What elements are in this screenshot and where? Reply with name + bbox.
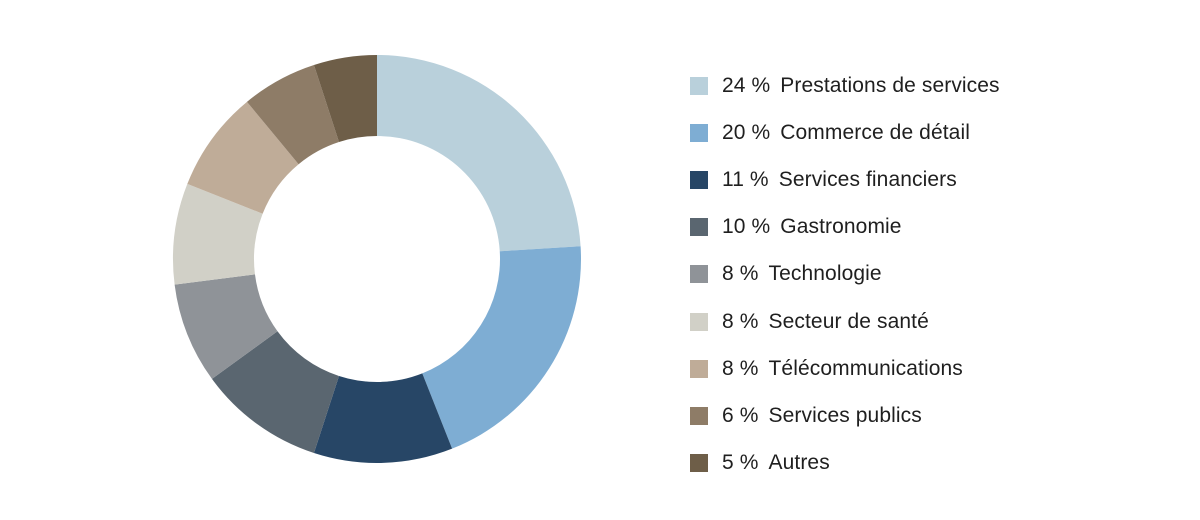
donut-plot [173,55,582,464]
legend-item: 20 % Commerce de détail [690,109,1000,156]
donut-slice-3 [211,331,339,454]
donut-slice-2 [313,373,453,464]
legend-item: 5 % Autres [690,440,1000,487]
legend-label: 10 % Gastronomie [722,215,902,239]
legend-swatch [690,123,708,142]
legend-swatch [690,170,708,189]
legend-percent: 6 % [722,403,759,427]
legend-label: 6 % Services publics [722,404,922,428]
donut-slice-1 [422,246,582,449]
legend-label: 11 % Services financiers [722,168,957,192]
legend-category: Services financiers [778,167,957,191]
legend-category: Technologie [768,262,882,286]
legend-item: 24 % Prestations de services [690,62,1000,109]
legend-label: 8 % Secteur de santé [722,310,929,334]
donut-slice-8 [313,55,377,143]
legend-item: 8 % Télécommunications [690,345,1000,392]
legend-item: 10 % Gastronomie [690,204,1000,251]
legend-swatch [690,76,708,95]
legend-category: Télécommunications [768,356,963,380]
donut-slice-5 [173,183,263,285]
legend-percent: 5 % [722,451,759,475]
legend-category: Commerce de détail [780,120,970,144]
legend-label: 8 % Technologie [722,262,882,286]
legend-swatch [690,312,708,331]
legend-item: 8 % Secteur de santé [690,298,1000,345]
legend-swatch [690,359,708,378]
legend-percent: 20 % [722,120,771,144]
legend-item: 8 % Technologie [690,251,1000,298]
donut-slice-7 [246,64,339,165]
legend-label: 5 % Autres [722,451,830,475]
legend-category: Gastronomie [780,215,902,239]
legend-item: 6 % Services publics [690,392,1000,439]
legend-swatch [690,454,708,473]
legend-category: Services publics [768,403,922,427]
legend-percent: 8 % [722,262,759,286]
legend-label: 20 % Commerce de détail [722,121,970,145]
legend-category: Autres [768,451,830,475]
legend-swatch [690,218,708,237]
legend-label: 8 % Télécommunications [722,357,963,381]
legend-category: Secteur de santé [768,309,929,333]
legend-item: 11 % Services financiers [690,156,1000,203]
legend-percent: 11 % [722,167,769,191]
legend-swatch [690,406,708,425]
donut-slice-6 [187,101,299,214]
legend-swatch [690,265,708,284]
legend-percent: 8 % [722,309,759,333]
legend-category: Prestations de services [780,73,1000,97]
legend-percent: 8 % [722,356,759,380]
legend-label: 24 % Prestations de services [722,74,1000,98]
donut-slice-0 [377,55,581,252]
chart-legend: 24 % Prestations de services 20 % Commerce … [690,62,1000,487]
donut-slice-4 [174,274,278,379]
legend-percent: 10 % [722,215,771,239]
legend-percent: 24 % [722,73,771,97]
